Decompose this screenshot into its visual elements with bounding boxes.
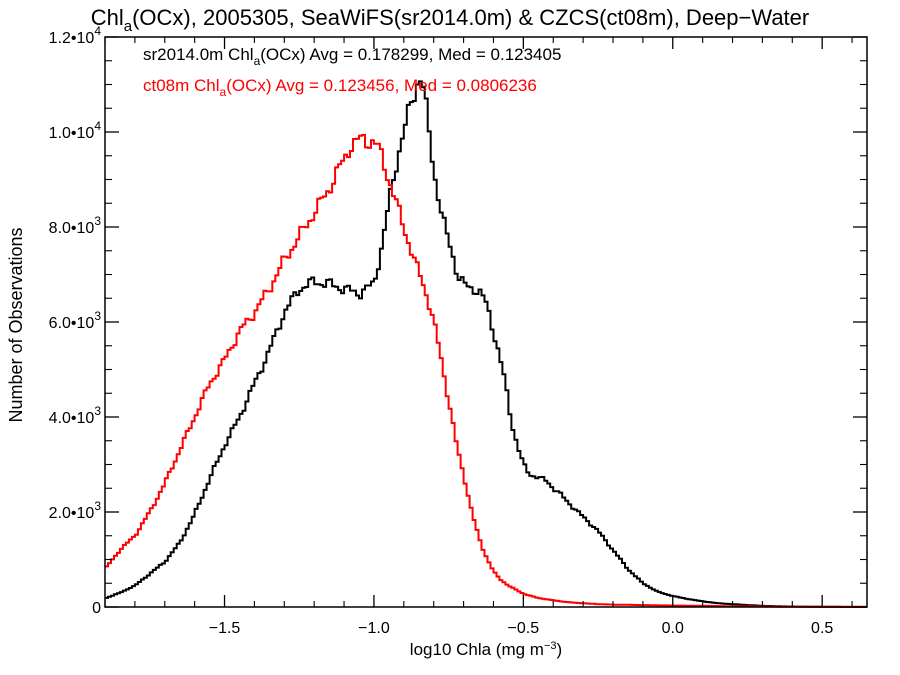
- text-part: Chl: [91, 5, 124, 30]
- text-part: a: [254, 54, 261, 68]
- y-tick-exponent: 3: [94, 309, 101, 323]
- y-axis: 02.0•1034.0•1036.0•1038.0•1031.0•1041.2•…: [49, 24, 867, 617]
- y-tick-exponent: 4: [94, 24, 101, 38]
- x-tick-label: 0.5: [811, 620, 833, 637]
- y-tick-mantissa: 4.0•10: [49, 410, 95, 427]
- y-tick-mantissa: 2.0•10: [49, 505, 95, 522]
- y-tick-mantissa: 1.2•10: [49, 30, 95, 47]
- x-tick-label: −1.5: [209, 620, 241, 637]
- chart-title: Chla(OCx), 2005305, SeaWiFS(sr2014.0m) &…: [91, 5, 809, 35]
- legend: sr2014.0m Chla(OCx) Avg = 0.178299, Med …: [143, 45, 561, 99]
- y-tick-label: 2.0•103: [49, 499, 102, 522]
- x-tick-label: −1.0: [358, 620, 390, 637]
- x-axis-label: log10 Chla (mg m−3): [410, 640, 562, 659]
- y-tick-mantissa: 8.0•10: [49, 220, 95, 237]
- y-tick-mantissa: 0: [92, 600, 101, 617]
- series-line-1: [105, 133, 867, 608]
- y-tick-label: 6.0•103: [49, 309, 102, 332]
- x-tick-label: −0.5: [508, 620, 540, 637]
- text-part: log10 Chla (mg m: [410, 640, 544, 659]
- series-group: [105, 80, 867, 608]
- y-tick-exponent: 3: [94, 499, 101, 513]
- y-tick-label: 1.0•104: [49, 119, 102, 142]
- text-part: −3: [544, 640, 557, 652]
- text-part: ): [557, 640, 563, 659]
- y-tick-mantissa: 6.0•10: [49, 315, 95, 332]
- text-part: a: [124, 18, 133, 35]
- y-tick-label: 4.0•103: [49, 404, 102, 427]
- y-tick-label: 8.0•103: [49, 214, 102, 237]
- text-part: ct08m Chl: [143, 76, 220, 95]
- y-tick-mantissa: 1.0•10: [49, 125, 95, 142]
- y-axis-label: Number of Observations: [6, 227, 26, 422]
- text-part: sr2014.0m Chl: [143, 45, 254, 64]
- text-part: a: [220, 85, 227, 99]
- y-tick-exponent: 4: [94, 119, 101, 133]
- text-part: (OCx) Avg = 0.178299, Med = 0.123405: [260, 45, 561, 64]
- y-tick-exponent: 3: [94, 214, 101, 228]
- y-tick-label: 0: [92, 600, 101, 617]
- x-axis: −1.5 −1.0 −0.5 0.0 0.5: [104, 37, 853, 637]
- series-line-0: [105, 80, 867, 608]
- text-part: (OCx), 2005305, SeaWiFS(sr2014.0m) & CZC…: [132, 5, 809, 30]
- y-tick-exponent: 3: [94, 404, 101, 418]
- x-tick-label: 0.0: [662, 620, 684, 637]
- text-part: (OCx) Avg = 0.123456, Med = 0.0806236: [226, 76, 537, 95]
- y-tick-label: 1.2•104: [49, 24, 102, 47]
- legend-entry-1: ct08m Chla(OCx) Avg = 0.123456, Med = 0.…: [143, 76, 537, 99]
- legend-entry-0: sr2014.0m Chla(OCx) Avg = 0.178299, Med …: [143, 45, 561, 68]
